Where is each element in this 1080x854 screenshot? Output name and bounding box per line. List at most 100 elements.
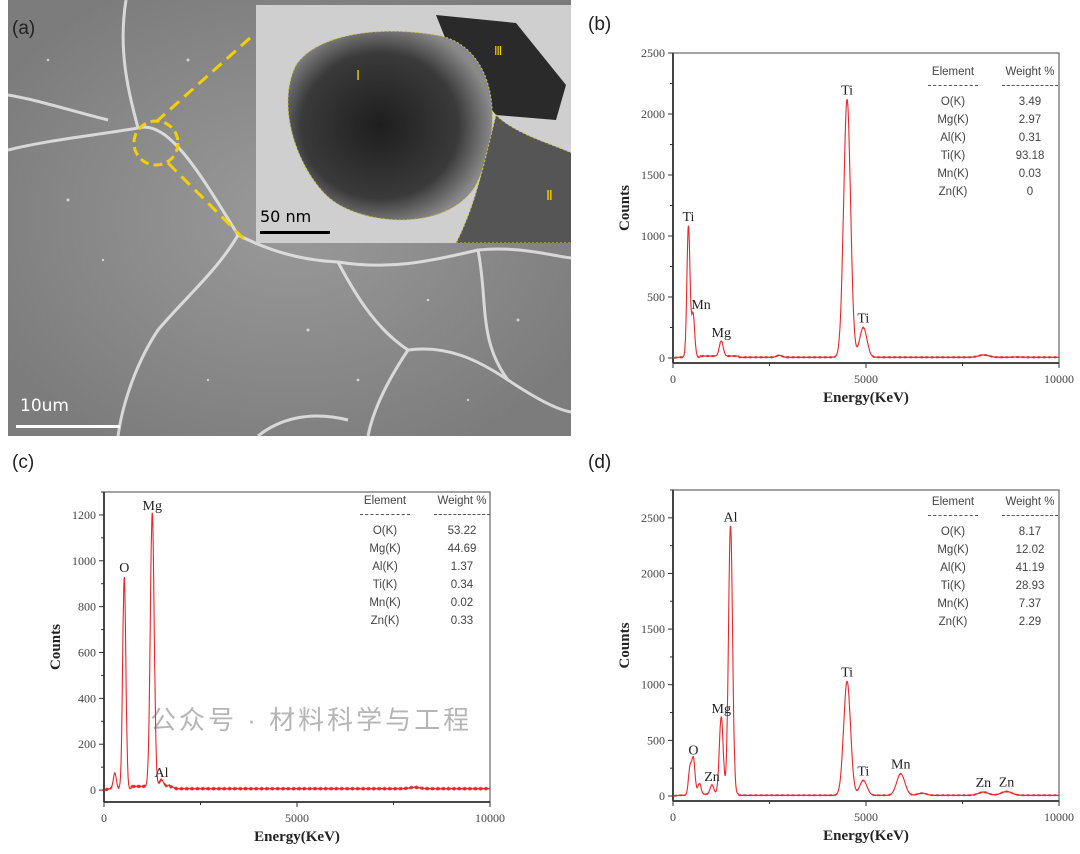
x-tick-label: 0 xyxy=(101,811,107,825)
x-tick-label: 0 xyxy=(670,372,676,386)
peak-label: Ti xyxy=(682,210,694,225)
table-row: Mn(K) 0.02 xyxy=(350,594,496,612)
y-tick-label: 2000 xyxy=(641,566,665,580)
y-tick-label: 2000 xyxy=(641,107,665,121)
y-tick-label: 800 xyxy=(78,600,96,614)
x-axis-label: Energy(KeV) xyxy=(823,828,909,844)
peak-label: Mg xyxy=(143,499,162,514)
peak-label: Zn xyxy=(999,776,1015,791)
element-name: O(K) xyxy=(940,96,966,108)
weight-percent: 28.93 xyxy=(1015,580,1045,592)
weight-percent: 44.69 xyxy=(447,543,477,555)
element-name: O(K) xyxy=(940,526,966,538)
peak-label: Al xyxy=(724,511,738,526)
region-label-ii: Ⅱ xyxy=(546,187,553,203)
element-name: Zn(K) xyxy=(938,186,968,198)
panel-label-d: (d) xyxy=(588,452,612,473)
peak-label: Ti xyxy=(841,83,853,98)
y-axis-label: Counts xyxy=(617,622,633,668)
x-tick-label: 5000 xyxy=(285,811,309,825)
y-tick-label: 2500 xyxy=(641,46,665,60)
inset-scale-label: 50 nm xyxy=(260,207,312,226)
y-tick-label: 0 xyxy=(659,351,665,365)
peak-label: Mg xyxy=(712,702,731,717)
weight-percent: 1.37 xyxy=(450,561,474,573)
table-header: Element Weight % xyxy=(350,492,496,510)
weight-percent: 3.49 xyxy=(1018,96,1042,108)
element-name: Mn(K) xyxy=(937,168,969,180)
scale-bar xyxy=(16,425,120,428)
y-tick-label: 200 xyxy=(78,737,96,751)
peak-label: Mn xyxy=(891,758,910,773)
y-tick-label: 1500 xyxy=(641,168,665,182)
x-tick-label: 5000 xyxy=(854,810,878,824)
x-tick-label: 10000 xyxy=(1044,810,1074,824)
chart-b: 0 500 1000 1500 2000 2500 0 5000 10000 Energy(KeV… xyxy=(617,46,1074,406)
peak-label: O xyxy=(688,743,698,758)
y-tick-label: 1000 xyxy=(641,229,665,243)
element-name: Al(K) xyxy=(940,132,966,144)
region-iii-particle xyxy=(436,15,566,120)
table-row: Mg(K) 2.97 xyxy=(918,111,1064,129)
peak-label: Ti xyxy=(841,665,853,680)
weight-percent: 41.19 xyxy=(1015,562,1045,574)
element-name: O(K) xyxy=(372,525,398,537)
weight-percent: 0.34 xyxy=(450,579,474,591)
peak-label: Ti xyxy=(857,311,869,326)
y-tick-label: 1500 xyxy=(641,622,665,636)
y-axis-label: Counts xyxy=(48,624,64,670)
element-name: Al(K) xyxy=(372,561,398,573)
table-row: Mn(K) 7.37 xyxy=(918,595,1064,613)
spectrum-line xyxy=(103,512,491,792)
composition-table: Element Weight % O(K) 8.17 Mg(K) 12.02 Al(K) 41… xyxy=(918,493,1064,631)
y-tick-label: 1000 xyxy=(72,554,96,568)
x-tick-label: 10000 xyxy=(475,811,505,825)
table-header-cell: Weight % xyxy=(1005,66,1055,78)
element-name: Mn(K) xyxy=(937,598,969,610)
weight-percent: 0.03 xyxy=(1018,168,1042,180)
peak-label: Zn xyxy=(704,770,720,785)
panel-label-b: (b) xyxy=(588,14,612,35)
y-tick-label: 500 xyxy=(647,290,665,304)
table-row: Al(K) 0.31 xyxy=(918,129,1064,147)
table-header-cell: Element xyxy=(931,66,975,78)
table-divider xyxy=(350,510,496,522)
table-divider xyxy=(918,81,1064,93)
x-axis-label: Energy(KeV) xyxy=(823,390,909,406)
chart-d: 0 500 1000 1500 2000 2500 0 5000 10000 Energy(KeV… xyxy=(617,489,1074,844)
region-i-particle xyxy=(287,30,493,221)
composition-table: Element Weight % O(K) 53.22 Mg(K) 44.69 Al(K) 1… xyxy=(350,492,496,630)
table-row: O(K) 8.17 xyxy=(918,523,1064,541)
y-tick-label: 1200 xyxy=(72,508,96,522)
x-tick-label: 10000 xyxy=(1044,372,1074,386)
y-tick-label: 0 xyxy=(90,783,96,797)
y-tick-label: 1000 xyxy=(641,678,665,692)
y-axis-label: Counts xyxy=(617,185,633,231)
element-name: Mg(K) xyxy=(937,114,969,126)
weight-percent: 0.31 xyxy=(1018,132,1042,144)
table-row: Al(K) 1.37 xyxy=(350,558,496,576)
inset-scale-bar xyxy=(260,231,330,234)
table-row: Ti(K) 0.34 xyxy=(350,576,496,594)
chart-c: 0 200 400 600 800 1000 1200 0 5000 10000 Energy(Ke… xyxy=(48,491,505,845)
region-label-iii: Ⅲ xyxy=(494,44,502,58)
weight-percent: 7.37 xyxy=(1018,598,1042,610)
weight-percent: 0.33 xyxy=(450,615,474,627)
table-row: Al(K) 41.19 xyxy=(918,559,1064,577)
peak-label: Ti xyxy=(857,764,869,779)
table-divider xyxy=(918,511,1064,523)
weight-percent: 8.17 xyxy=(1018,526,1042,538)
table-row: Ti(K) 28.93 xyxy=(918,577,1064,595)
spectrum-line xyxy=(672,525,1060,797)
table-row: Mn(K) 0.03 xyxy=(918,165,1064,183)
element-name: Mg(K) xyxy=(937,544,969,556)
table-header: Element Weight % xyxy=(918,63,1064,81)
y-tick-label: 2500 xyxy=(641,511,665,525)
tem-inset: Ⅰ Ⅱ Ⅲ 50 nm xyxy=(256,5,571,243)
y-tick-label: 400 xyxy=(78,691,96,705)
scale-bar-label: 10um xyxy=(20,396,69,416)
table-header-cell: Weight % xyxy=(437,495,487,507)
table-row: Mg(K) 12.02 xyxy=(918,541,1064,559)
peak-label: Mg xyxy=(712,326,731,341)
x-tick-label: 5000 xyxy=(854,372,878,386)
